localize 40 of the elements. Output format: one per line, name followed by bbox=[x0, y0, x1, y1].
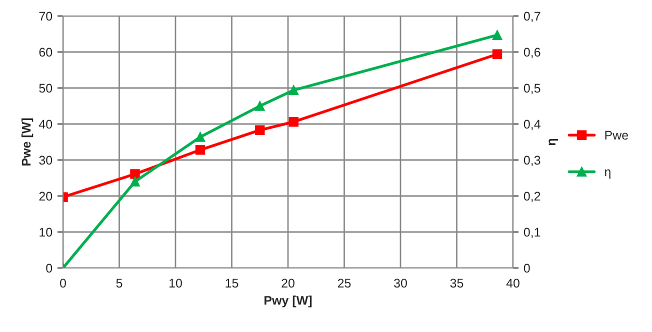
point bbox=[255, 101, 265, 111]
y2-tick-label: 0,3 bbox=[524, 156, 540, 166]
y2-tick-label: 0,2 bbox=[524, 192, 540, 202]
x-axis-title: Pwy [W] bbox=[264, 296, 312, 308]
x-tick-label: 15 bbox=[226, 278, 238, 288]
y-tick-label: 40 bbox=[38, 120, 52, 129]
y2-tick-label: 0,5 bbox=[524, 84, 540, 94]
x-tick-label: 25 bbox=[338, 278, 351, 288]
point bbox=[130, 176, 140, 186]
y-tick-label: 50 bbox=[39, 84, 52, 93]
point bbox=[288, 85, 298, 96]
y-tick-label: 30 bbox=[39, 156, 52, 165]
y2-tick-label: 0,6 bbox=[524, 48, 540, 58]
x-tick-label: 0 bbox=[60, 278, 66, 288]
y2-tick-label: 0,7 bbox=[524, 12, 540, 22]
point bbox=[195, 145, 206, 155]
point bbox=[288, 116, 298, 127]
y2-tick-label: 0,4 bbox=[524, 120, 540, 130]
point bbox=[195, 132, 206, 142]
y-tick-label: 70 bbox=[39, 12, 52, 21]
x-tick-label: 20 bbox=[282, 278, 294, 288]
y2-tick-label: 0 bbox=[524, 264, 530, 273]
x-tick-label: 5 bbox=[116, 278, 122, 288]
y-tick-label: 20 bbox=[39, 192, 52, 201]
point bbox=[130, 169, 140, 179]
x-tick-label: 40 bbox=[506, 278, 520, 288]
y-tick-label: 60 bbox=[39, 48, 52, 57]
y-tick-label: 0 bbox=[46, 264, 52, 273]
x-tick-label: 10 bbox=[170, 278, 182, 288]
y2-axis-title: η bbox=[548, 138, 558, 146]
y-tick-label: 10 bbox=[40, 228, 52, 237]
point bbox=[492, 49, 502, 60]
point bbox=[255, 125, 265, 135]
point bbox=[492, 30, 502, 40]
x-tick-label: 30 bbox=[394, 278, 407, 288]
x-tick-label: 35 bbox=[450, 278, 464, 288]
y2-tick-label: 0,1 bbox=[524, 228, 540, 238]
legend-label: Pwe bbox=[605, 130, 628, 140]
y-axis-title: Pwe [W] bbox=[21, 118, 34, 166]
legend-label: η bbox=[604, 169, 610, 179]
